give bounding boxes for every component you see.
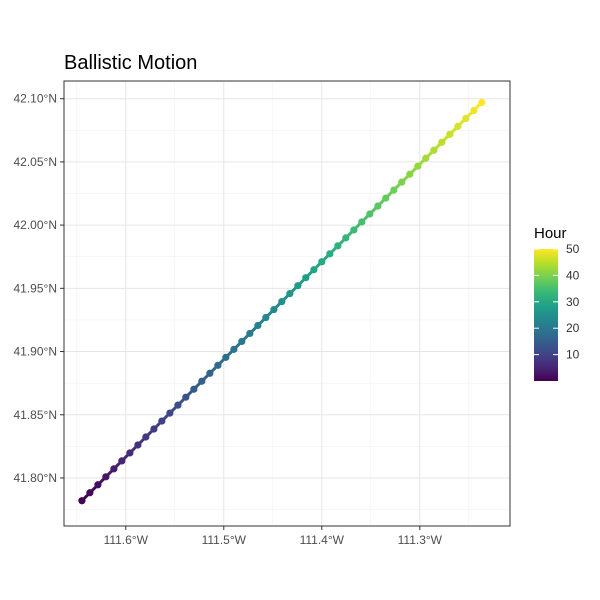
x-tick-label: 111.4°W [300, 533, 345, 547]
legend-tick-label: 50 [566, 242, 580, 256]
data-point [358, 218, 366, 226]
data-point [78, 497, 86, 505]
y-tick-label: 42.00°N [14, 218, 58, 232]
data-point [454, 122, 462, 130]
data-point [318, 258, 326, 266]
y-tick-label: 41.90°N [14, 345, 58, 359]
legend-ticks: 10 20 30 40 50 [534, 242, 580, 362]
data-point [246, 329, 254, 338]
data-point [222, 353, 230, 361]
plot-border [63, 80, 511, 527]
data-point [302, 274, 310, 282]
data-point [174, 401, 182, 409]
data-point [278, 298, 286, 306]
data-point [86, 489, 94, 497]
legend-colorbar [534, 249, 558, 381]
y-tick-label: 42.05°N [14, 155, 58, 169]
data-point [198, 377, 206, 385]
data-point [398, 178, 406, 186]
data-point [270, 305, 278, 314]
data-point [102, 473, 110, 481]
legend: Hour 10 20 30 40 50 [534, 225, 580, 381]
x-tick-label: 111.5°W [202, 533, 247, 547]
data-point [262, 313, 270, 322]
legend-title: Hour [534, 225, 567, 242]
data-point [254, 321, 262, 330]
plot-panel [63, 80, 511, 527]
y-tick-label: 41.95°N [14, 281, 58, 295]
data-point [94, 481, 102, 489]
y-tick-label: 41.85°N [14, 408, 58, 422]
data-point [430, 146, 438, 154]
x-tick-label: 111.6°W [104, 533, 149, 547]
data-point [230, 345, 238, 353]
plot-background [64, 81, 510, 526]
data-point [470, 106, 478, 115]
data-point [350, 226, 358, 234]
y-tick-label: 42.10°N [14, 92, 58, 106]
data-point [150, 425, 158, 433]
data-point [438, 138, 446, 146]
data-point [158, 417, 166, 425]
data-point [286, 290, 294, 298]
data-point [166, 409, 174, 417]
x-axis: 111.6°W 111.5°W 111.4°W 111.3°W [104, 526, 443, 547]
data-point [446, 130, 454, 138]
y-tick-label: 41.80°N [14, 471, 58, 485]
legend-tick-label: 30 [566, 295, 580, 309]
data-point [342, 234, 350, 242]
y-axis: 41.80°N 41.85°N 41.90°N 41.95°N 42.00°N 42.05… [14, 92, 64, 485]
data-point [110, 465, 118, 473]
legend-tick-label: 20 [566, 321, 580, 335]
data-point [414, 162, 422, 170]
data-point [294, 282, 302, 290]
data-points [78, 98, 486, 505]
data-point [206, 369, 214, 377]
data-point [118, 457, 126, 465]
data-point [310, 266, 318, 274]
gridlines [64, 81, 510, 526]
data-point [334, 242, 342, 250]
data-point [326, 250, 334, 258]
data-point [422, 154, 430, 162]
data-point [462, 114, 470, 123]
data-point [126, 449, 134, 457]
legend-tick-label: 40 [566, 268, 580, 282]
chart-title: Ballistic Motion [64, 52, 197, 74]
data-point [142, 433, 150, 441]
data-point [238, 337, 246, 346]
data-point [366, 210, 374, 218]
data-point [374, 202, 382, 210]
x-tick-label: 111.3°W [398, 533, 443, 547]
data-point [382, 194, 390, 202]
data-point [190, 385, 198, 393]
data-point [134, 441, 142, 449]
data-point [182, 393, 190, 401]
data-point [406, 170, 414, 178]
data-point [214, 361, 222, 369]
legend-tick-label: 10 [566, 348, 580, 362]
data-point [390, 186, 398, 194]
data-point [478, 98, 486, 107]
